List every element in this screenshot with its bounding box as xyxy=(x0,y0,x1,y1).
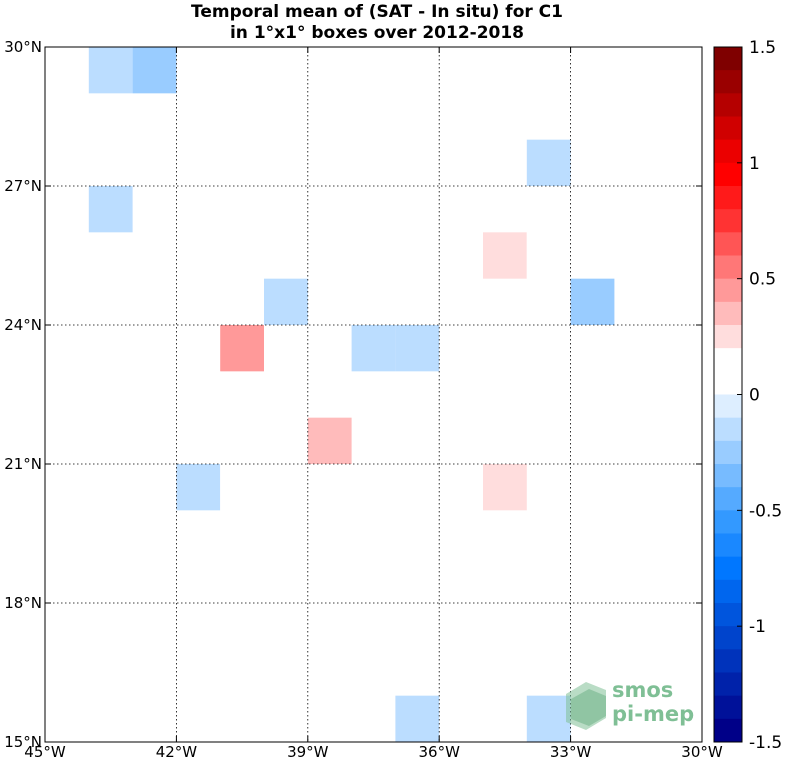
heatmap-cell xyxy=(264,47,308,94)
heatmap-cell xyxy=(88,186,133,233)
colorbar-segment xyxy=(714,672,742,697)
heatmap-cell xyxy=(395,695,440,742)
colorbar-segment xyxy=(714,718,742,743)
heatmap-cell xyxy=(45,371,89,418)
y-axis: 15°N 18°N 21°N 24°N 27°N 30°N xyxy=(4,38,702,751)
x-tick-label: 36°W xyxy=(418,743,460,760)
colorbar-tick-label: -0.5 xyxy=(749,501,782,521)
x-axis: 45°W 42°W 39°W 36°W 33°W 30°W xyxy=(24,47,723,760)
chart-title-line1: Temporal mean of (SAT - In situ) for C1 xyxy=(191,2,563,22)
colorbar-segment xyxy=(714,487,742,511)
colorbar-segment xyxy=(714,93,742,117)
colorbar-segment xyxy=(714,579,742,604)
x-tick-label: 33°W xyxy=(550,743,592,760)
colorbar-segment xyxy=(714,417,742,442)
colorbar-segment xyxy=(714,440,742,465)
heatmap-cell xyxy=(570,278,615,325)
colorbar-segment xyxy=(714,371,742,395)
heatmap-cells xyxy=(45,47,702,742)
heatmap-cell xyxy=(526,139,571,186)
x-tick-label: 39°W xyxy=(287,743,329,760)
logo-line2: pi-mep xyxy=(612,702,694,726)
colorbar-segment xyxy=(714,232,742,256)
heatmap-cell xyxy=(351,325,396,372)
colorbar-segment xyxy=(714,325,742,349)
smos-pi-mep-logo: smos pi-mep xyxy=(566,678,694,730)
colorbar-tick-label: 0 xyxy=(749,386,760,406)
heatmap-cell xyxy=(88,371,133,418)
colorbar-segment xyxy=(714,209,742,233)
heatmap-cell xyxy=(395,325,440,372)
plot-frame xyxy=(44,46,703,743)
heatmap-cell xyxy=(88,47,133,94)
heatmap-cell xyxy=(483,232,527,279)
colorbar-tick-label: 1.5 xyxy=(749,38,776,58)
colorbar-segment xyxy=(714,162,742,187)
colorbar xyxy=(714,47,742,743)
heatmap-cell xyxy=(220,464,264,511)
heatmap-cell xyxy=(570,47,615,94)
y-tick-label: 27°N xyxy=(4,177,42,195)
colorbar-segment xyxy=(714,603,742,627)
colorbar-segment xyxy=(714,139,742,164)
heatmap-cell xyxy=(264,278,308,325)
colorbar-segment xyxy=(714,556,742,581)
heatmap-cell xyxy=(570,510,615,557)
colorbar-tick-label: -1 xyxy=(749,617,766,637)
colorbar-segment xyxy=(714,348,742,372)
heatmap-cell xyxy=(439,464,483,511)
colorbar-tick-label: -1.5 xyxy=(749,733,782,753)
y-tick-label: 15°N xyxy=(4,733,42,751)
grid-lines xyxy=(45,47,702,742)
x-tick-label: 45°W xyxy=(24,743,66,760)
y-tick-label: 18°N xyxy=(4,594,42,612)
colorbar-segment xyxy=(714,464,742,488)
y-tick-label: 30°N xyxy=(4,38,42,56)
colorbar-segment xyxy=(714,394,742,419)
colorbar-tick-label: 1 xyxy=(749,154,760,174)
heatmap-cell xyxy=(132,556,177,603)
colorbar-tick-label: 0.5 xyxy=(749,270,776,290)
heatmap-cell xyxy=(132,371,177,418)
heatmap-cell xyxy=(176,371,221,418)
colorbar-segment xyxy=(714,70,742,94)
heatmap-cell xyxy=(307,417,352,464)
colorbar-segment xyxy=(714,47,742,71)
colorbar-segment xyxy=(714,116,742,141)
heatmap-cell xyxy=(526,232,571,279)
heatmap-cell xyxy=(526,695,571,742)
colorbar-segment xyxy=(714,278,742,303)
heatmap-cell xyxy=(483,603,527,650)
x-tick-label: 42°W xyxy=(156,743,198,760)
colorbar-segment xyxy=(714,301,742,326)
colorbar-segment xyxy=(714,510,742,534)
heatmap-cell xyxy=(395,464,440,511)
colorbar-segment xyxy=(714,695,742,720)
colorbar-segment xyxy=(714,626,742,650)
heatmap-cell xyxy=(264,417,308,464)
heatmap-cell xyxy=(526,47,571,94)
heatmap-cell xyxy=(176,464,221,511)
heatmap-cell xyxy=(658,371,702,418)
colorbar-segment xyxy=(714,255,742,280)
heatmap-cell xyxy=(264,325,308,372)
heatmap-cell xyxy=(176,325,221,372)
heatmap-cell xyxy=(395,278,440,325)
heatmap-cell xyxy=(132,47,177,94)
colorbar-segment xyxy=(714,649,742,673)
colorbar-segment xyxy=(714,186,742,210)
y-tick-label: 21°N xyxy=(4,455,42,473)
colorbar-segment xyxy=(714,533,742,558)
x-tick-label: 30°W xyxy=(681,743,723,760)
heatmap-cell xyxy=(220,325,264,372)
chart-title-line2: in 1°x1° boxes over 2012-2018 xyxy=(230,23,524,43)
heatmap-cell xyxy=(483,464,527,511)
y-tick-label: 24°N xyxy=(4,316,42,334)
logo-line1: smos xyxy=(612,678,673,702)
colorbar-ticks: 1.5 1 0.5 0 -0.5 -1 -1.5 xyxy=(737,38,782,753)
